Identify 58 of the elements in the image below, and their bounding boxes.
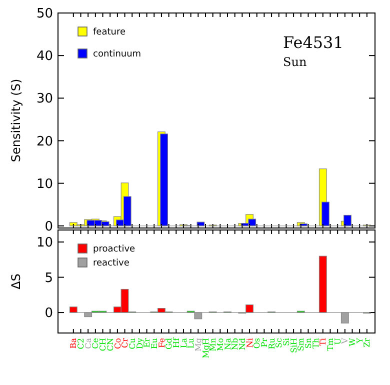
y-tick-label: 5 [44, 270, 53, 286]
y-axis-title: Sensitivity (S) [9, 78, 23, 162]
x-tick-label: V [340, 338, 350, 345]
x-tick-label: CH [98, 338, 108, 352]
y-tick-label: 0 [44, 219, 53, 234]
x-tick-label: Ce [91, 338, 100, 349]
y-tick-label: 10 [36, 176, 53, 192]
x-tick-label: Lu [186, 338, 196, 348]
x-tick-label: Si [282, 338, 292, 346]
x-tick-label: MgH [201, 338, 210, 358]
x-tick-label: Co [113, 338, 122, 349]
x-tick-label: La [179, 338, 188, 348]
x-tick-label: CN [106, 338, 115, 352]
x-tick-label: Fe [157, 338, 166, 348]
y-tick-label: 10 [36, 236, 53, 251]
x-tick-label: Sn [304, 338, 314, 349]
text: Fe4531 [283, 33, 344, 52]
x-tick-label: Er [142, 338, 152, 348]
y-tick-label: 30 [36, 92, 53, 107]
x-tick-label: Sc [274, 337, 284, 348]
y-axis-title: ΔS [9, 274, 23, 290]
legend-label: feature [93, 28, 126, 38]
legend-label: proactive [93, 244, 136, 255]
x-tick-label: Mg [194, 338, 203, 352]
x-tick-label: Y [355, 337, 364, 344]
x-tick-label: Th [311, 338, 320, 348]
x-tick-label: SiH [289, 338, 298, 354]
x-tick-label: Ti [318, 338, 328, 346]
x-tick-label: Hf [172, 336, 181, 348]
x-tick-label: Pr [260, 338, 269, 348]
x-tick-label: Mo [216, 338, 225, 352]
x-tick-label: Na [223, 338, 232, 350]
y-tick-label: 40 [36, 49, 53, 64]
x-tick-label: Ca [84, 338, 93, 349]
y-tick-label: 50 [36, 6, 53, 22]
legend-label: reactive [93, 258, 130, 269]
x-tick-label: Ni [245, 338, 254, 348]
x-tick-label: Eu [150, 338, 159, 349]
x-tick-label: Cr [120, 338, 130, 348]
x-tick-label: Nb [230, 338, 240, 350]
x-tick-label: W [348, 337, 358, 346]
x-tick-label: Dy [135, 338, 144, 349]
x-tick-label: Cu [128, 338, 137, 350]
x-tick-label: Nd [238, 338, 247, 350]
x-tick-label: Ru [267, 338, 276, 350]
x-tick-label: Ba [69, 338, 78, 349]
x-tick-label: Mn [208, 338, 218, 352]
text: Sun [283, 55, 307, 69]
x-tick-label: Gd [164, 338, 174, 350]
x-tick-label: Zr [362, 338, 372, 348]
x-tick-label: Sm [296, 338, 306, 352]
x-tick-label: C2 [76, 338, 86, 350]
x-tick-label: Os [252, 338, 262, 349]
x-tick-label: U [333, 338, 342, 345]
x-tick-label: Tm [326, 338, 336, 351]
y-tick-label: 20 [36, 134, 53, 150]
legend-label: continuum [93, 50, 142, 60]
y-tick-label: 0 [44, 306, 53, 322]
